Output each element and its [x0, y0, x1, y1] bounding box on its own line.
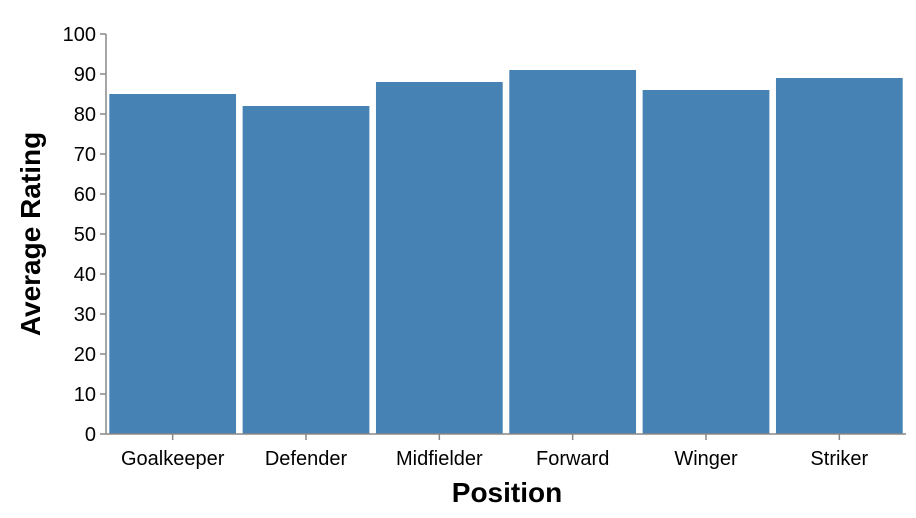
bar-winger	[642, 90, 770, 434]
x-tick-label-defender: Defender	[265, 448, 348, 470]
bar-defender	[242, 106, 370, 434]
y-tick-label-30: 30	[74, 304, 96, 326]
bars-group	[109, 70, 903, 434]
y-axis: 0 10 20 30 40 50 60 70 80 90 100	[63, 24, 107, 446]
y-tick-label-60: 60	[74, 184, 96, 206]
x-tick-label-midfielder: Midfielder	[396, 448, 483, 470]
y-tick-label-0: 0	[85, 424, 96, 446]
y-tick-label-10: 10	[74, 384, 96, 406]
x-tick-label-striker: Striker	[810, 448, 868, 470]
y-axis-title: Average Rating	[15, 132, 46, 336]
x-axis-title: Position	[452, 477, 562, 508]
y-tick-label-70: 70	[74, 144, 96, 166]
y-tick-label-80: 80	[74, 104, 96, 126]
y-tick-label-90: 90	[74, 64, 96, 86]
bar-goalkeeper	[109, 94, 237, 434]
bar-midfielder	[375, 82, 503, 434]
y-tick-label-50: 50	[74, 224, 96, 246]
x-tick-label-winger: Winger	[674, 448, 738, 470]
y-tick-label-100: 100	[63, 24, 96, 46]
bar-forward	[509, 70, 637, 434]
y-tick-label-40: 40	[74, 264, 96, 286]
x-axis: Goalkeeper Defender Midfielder Forward Winge…	[106, 433, 906, 470]
x-tick-label-goalkeeper: Goalkeeper	[121, 448, 225, 470]
y-tick-label-20: 20	[74, 344, 96, 366]
x-tick-label-forward: Forward	[536, 448, 609, 470]
bar-striker	[775, 78, 903, 434]
